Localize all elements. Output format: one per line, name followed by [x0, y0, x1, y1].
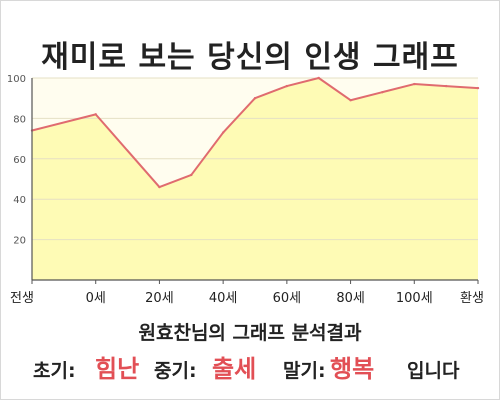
- chart-title: 재미로 보는 당신의 인생 그래프: [41, 40, 459, 75]
- middle-label: 중기:: [154, 360, 197, 382]
- data-point: [349, 99, 352, 102]
- y-tick-label: 40: [13, 195, 26, 206]
- data-point: [413, 82, 416, 86]
- data-point: [381, 90, 384, 94]
- data-point: [285, 84, 289, 88]
- x-tick-label: 전생: [10, 291, 34, 306]
- data-point: [190, 173, 193, 177]
- early-value: 힘난: [95, 355, 140, 383]
- data-point: [221, 131, 225, 134]
- data-point: [94, 113, 97, 116]
- data-point: [158, 185, 161, 189]
- late-label: 말기:: [283, 360, 326, 382]
- y-tick-label: 80: [13, 114, 26, 125]
- life-graph-chart: 20 40 60 80 100 전생 0세 20세 40세 60세 80세 100세 환생: [7, 74, 484, 306]
- data-point: [253, 97, 257, 100]
- analysis-title: 원효찬님의 그래프 분석결과: [138, 322, 362, 344]
- ending-text: 입니다: [407, 360, 460, 382]
- late-value: 행복: [330, 355, 375, 383]
- data-point: [444, 84, 448, 88]
- x-tick-label: 80세: [336, 291, 365, 306]
- x-tick-label: 60세: [273, 291, 302, 306]
- data-point: [476, 86, 480, 90]
- x-tick-label: 0세: [86, 291, 106, 306]
- data-point: [317, 76, 320, 80]
- x-tick-label: 20세: [145, 291, 174, 306]
- y-tick-label: 60: [13, 155, 26, 166]
- early-label: 초기:: [33, 360, 76, 382]
- y-tick-label: 20: [13, 236, 26, 247]
- middle-value: 출세: [212, 355, 257, 383]
- x-tick-label: 100세: [396, 291, 433, 306]
- x-tick-label: 환생: [460, 291, 484, 306]
- x-tick-label: 40세: [209, 291, 238, 306]
- y-tick-label: 100: [7, 74, 26, 85]
- area-fill: [32, 78, 478, 280]
- analysis-result: 초기: 힘난 중기: 출세 말기: 행복 입니다: [0, 346, 500, 386]
